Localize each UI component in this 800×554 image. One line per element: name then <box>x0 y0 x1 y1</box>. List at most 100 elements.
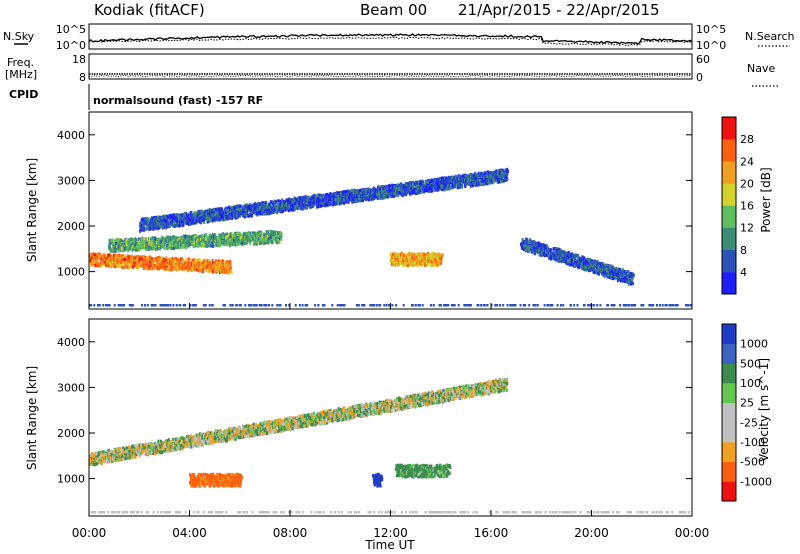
heatmap-cell <box>117 248 120 252</box>
heatmap-cell <box>216 265 219 269</box>
heatmap-cell <box>361 192 365 197</box>
heatmap-cell <box>135 248 138 252</box>
heatmap-cell <box>296 205 299 209</box>
heatmap-cell <box>141 257 144 261</box>
heatmap-cell <box>272 230 275 234</box>
heatmap-cell <box>139 242 142 246</box>
heatmap-cell <box>155 259 158 263</box>
heatmap-cell <box>138 229 142 233</box>
heatmap-cell <box>248 206 251 211</box>
heatmap-cell <box>231 242 234 246</box>
heatmap-cell <box>427 180 430 184</box>
heatmap-cell <box>485 174 488 179</box>
heatmap-cell <box>267 209 270 213</box>
heatmap-cell <box>408 192 412 196</box>
heatmap-cell <box>246 203 249 207</box>
heatmap-cell <box>158 237 162 242</box>
heatmap-cell <box>500 168 503 172</box>
heatmap-cell <box>237 204 240 208</box>
heatmap-cell <box>256 213 259 217</box>
heatmap-cell <box>207 243 210 248</box>
heatmap-cell <box>397 263 400 267</box>
heatmap-cell <box>351 199 354 203</box>
heatmap-cell <box>422 187 425 192</box>
heatmap-cell <box>341 196 344 200</box>
heatmap-cell <box>148 262 151 266</box>
heatmap-cell <box>100 257 103 262</box>
heatmap-cell <box>351 197 355 201</box>
heatmap-cell <box>399 192 402 196</box>
heatmap-cell <box>116 264 119 268</box>
heatmap-cell <box>98 252 102 256</box>
heatmap-cell <box>154 242 157 246</box>
heatmap-cell <box>305 204 308 208</box>
heatmap-cell <box>212 209 215 213</box>
heatmap-cell <box>397 185 400 189</box>
heatmap-cell <box>365 195 368 199</box>
heatmap-cell <box>237 235 240 239</box>
heatmap-cell <box>189 219 192 223</box>
heatmap-cell <box>105 257 108 261</box>
heatmap-cell <box>227 217 230 221</box>
cpid-label: CPID <box>9 88 38 101</box>
heatmap-cell <box>469 178 473 182</box>
heatmap-cell <box>201 233 204 238</box>
heatmap-cell <box>170 266 173 270</box>
heatmap-cell <box>94 263 97 267</box>
heatmap-cell <box>225 260 229 264</box>
heatmap-cell <box>482 174 485 178</box>
heatmap-cell <box>181 258 184 262</box>
heatmap-cell <box>409 260 412 265</box>
heatmap-cell <box>305 205 308 210</box>
heatmap-cell <box>393 185 396 189</box>
heatmap-cell <box>124 242 127 246</box>
heatmap-cell <box>256 205 260 209</box>
heatmap-cell <box>196 216 200 220</box>
heatmap-cell <box>201 212 204 216</box>
heatmap-cell <box>230 209 233 213</box>
heatmap-cell <box>218 217 221 221</box>
heatmap-cell <box>352 188 356 192</box>
heatmap-cell <box>191 215 194 219</box>
heatmap-cell <box>378 187 382 191</box>
heatmap-cell <box>163 262 166 266</box>
heatmap-cell <box>344 200 347 204</box>
heatmap-cell <box>131 248 134 252</box>
heatmap-cell <box>135 245 138 249</box>
heatmap-cell <box>382 185 385 189</box>
heatmap-cell <box>219 266 222 270</box>
heatmap-cell <box>132 237 135 241</box>
heatmap-cell <box>145 257 148 261</box>
heatmap-cell <box>280 237 283 241</box>
heatmap-cell <box>226 266 229 270</box>
heatmap-cell <box>158 215 162 219</box>
heatmap-cell <box>218 236 221 240</box>
heatmap-cell <box>158 260 161 264</box>
heatmap-cell <box>246 237 249 241</box>
heatmap-cell <box>451 185 454 189</box>
heatmap-cell <box>212 237 216 241</box>
heatmap-cell <box>205 237 208 241</box>
heatmap-cell <box>188 242 191 246</box>
heatmap-cell <box>132 265 135 269</box>
heatmap-cell <box>399 262 402 266</box>
heatmap-cell <box>255 231 258 235</box>
heatmap-cell <box>219 239 222 243</box>
heatmap-cell <box>253 242 256 246</box>
heatmap-cell <box>202 220 206 224</box>
heatmap-cell <box>134 259 137 263</box>
heatmap-cell <box>224 214 227 218</box>
heatmap-cell <box>454 178 457 182</box>
heatmap-cell <box>268 211 271 216</box>
heatmap-cell <box>177 258 180 262</box>
heatmap-cell <box>395 253 399 257</box>
heatmap-cell <box>394 252 397 256</box>
heatmap-cell <box>219 237 222 241</box>
heatmap-cell <box>114 238 117 242</box>
heatmap-cell <box>167 259 170 263</box>
heatmap-cell <box>279 204 282 208</box>
heatmap-cell <box>390 256 393 260</box>
heatmap-cell <box>249 241 252 245</box>
nsky-tick-bottom: 10^0 <box>56 39 86 52</box>
heatmap-cell <box>152 246 155 250</box>
